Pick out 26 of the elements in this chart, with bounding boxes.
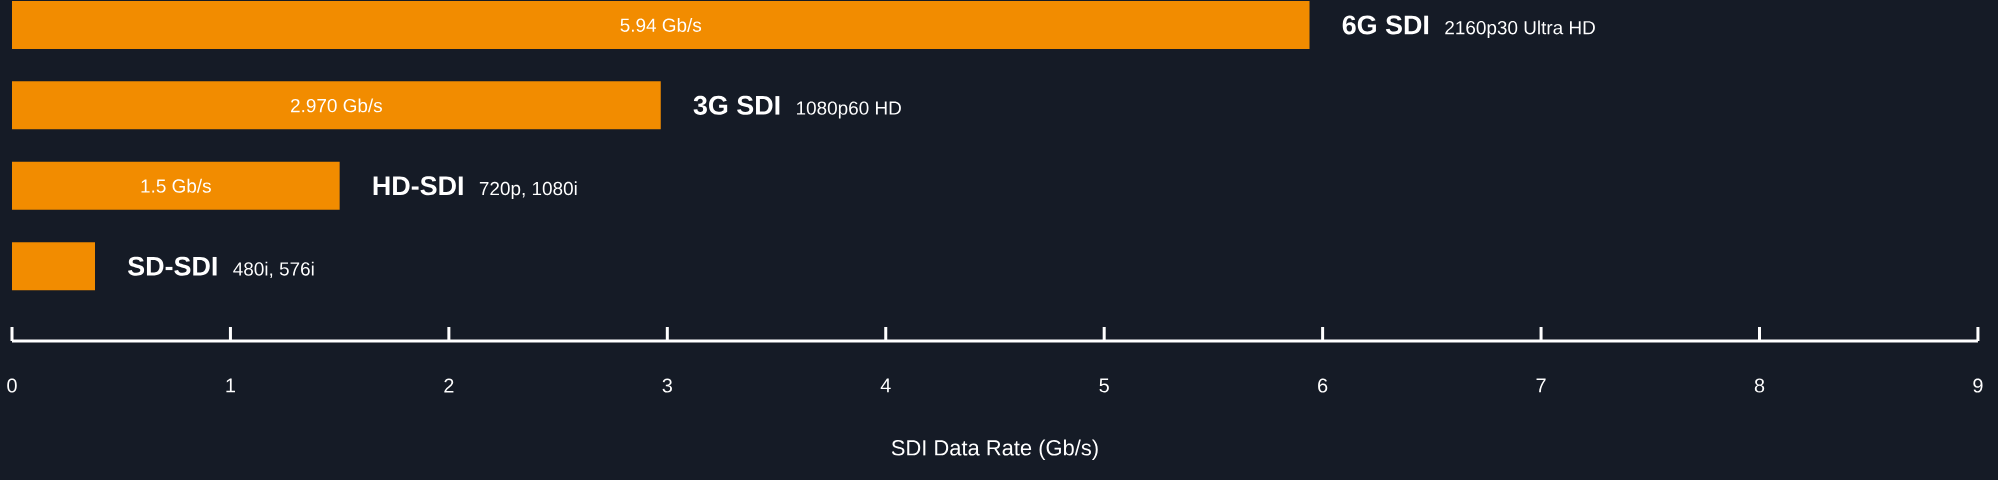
x-tick-label: 7 xyxy=(1536,378,1546,393)
x-tick-label: 2 xyxy=(444,378,454,393)
annotation: 480i, 576i xyxy=(233,261,314,278)
x-tick-label: 8 xyxy=(1754,378,1765,393)
y-tick-label: HD-SDI xyxy=(373,176,463,196)
annotation: 1080p60 HD xyxy=(796,101,901,119)
bar xyxy=(12,242,96,291)
x-axis-title: SDI Data Rate (Gb/s) xyxy=(891,439,1098,460)
data-label: 2.970 Gb/s xyxy=(291,98,382,113)
x-tick-label: 4 xyxy=(880,378,891,393)
y-tick-label: 3G SDI xyxy=(693,95,780,115)
annotation: 2160p30 Ultra HD xyxy=(1445,20,1595,39)
x-tick-label: 6 xyxy=(1318,378,1328,393)
data-label: 5.94 Gb/s xyxy=(620,17,702,32)
bar xyxy=(12,0,1310,49)
x-tick-label: 3 xyxy=(662,378,672,393)
annotation: 720p, 1080i xyxy=(479,181,577,199)
bar xyxy=(12,81,661,130)
x-tick-label: 9 xyxy=(1973,378,1983,393)
x-tick-label: 5 xyxy=(1099,378,1109,393)
x-tick-label: 1 xyxy=(226,378,236,393)
y-tick-label: SD-SDI xyxy=(127,256,217,276)
data-label: 1.5 Gb/s xyxy=(141,178,211,193)
x-tick-label: 0 xyxy=(7,378,17,393)
bar xyxy=(12,161,340,210)
y-tick-label: 6G SDI xyxy=(1342,15,1429,35)
